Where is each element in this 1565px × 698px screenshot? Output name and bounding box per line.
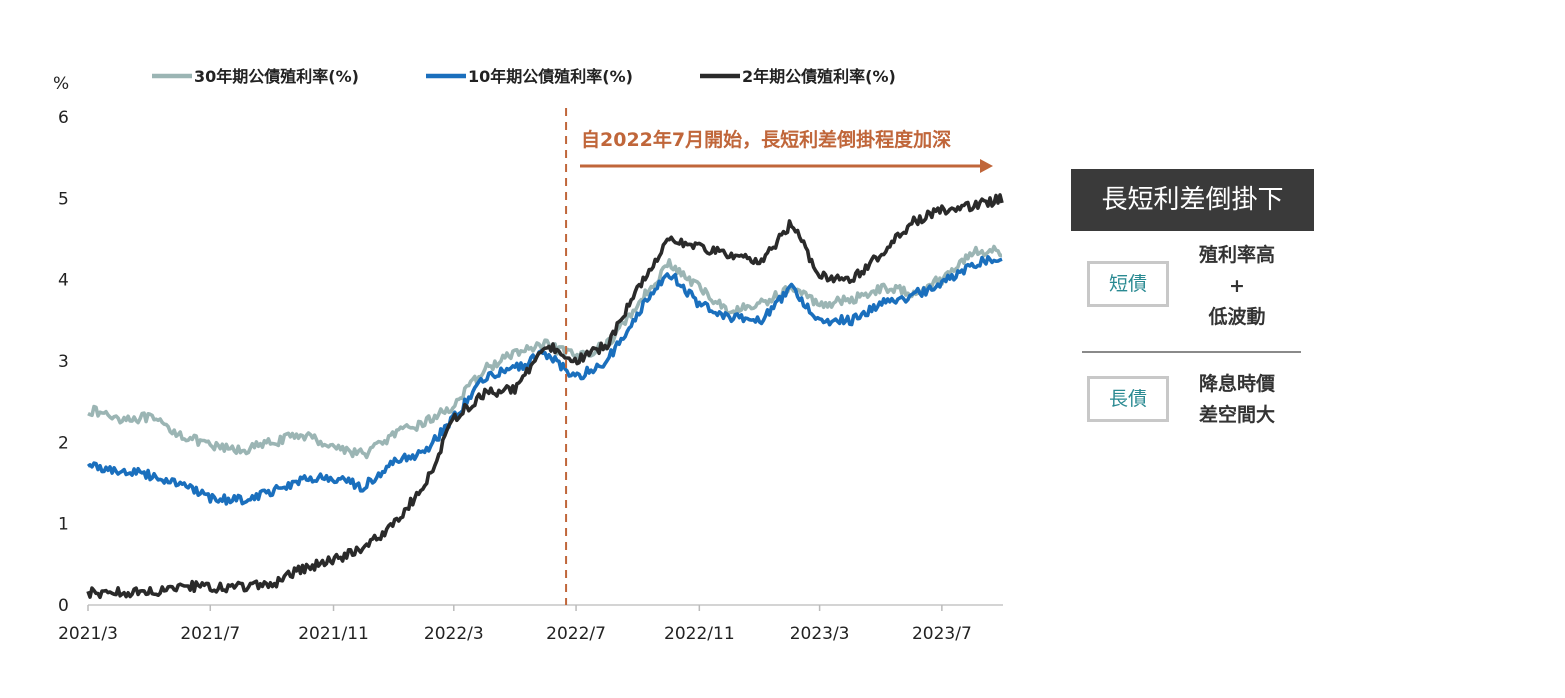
chart-legend: 30年期公債殖利率(%) 10年期公債殖利率(%) 2年期公債殖利率(%) — [152, 67, 896, 86]
y-axis-ticks: 0 1 2 3 4 5 6 — [58, 108, 69, 616]
long-bond-line-2: 差空間大 — [1198, 404, 1275, 426]
series-line — [87, 244, 1003, 460]
y-tick-label: 3 — [58, 352, 69, 372]
y-tick-label: 6 — [58, 108, 69, 128]
short-bond-line-2: + — [1229, 275, 1245, 297]
x-tick-label: 2021/11 — [298, 624, 369, 644]
short-bond-line-3: 低波動 — [1208, 306, 1266, 328]
long-bond-line-1: 降息時價 — [1198, 373, 1275, 395]
legend-label: 30年期公債殖利率(%) — [194, 67, 359, 86]
short-bond-description: 殖利率高 + 低波動 — [1176, 240, 1298, 333]
y-tick-label: 4 — [58, 271, 69, 291]
x-axis: 2021/3 2021/7 2021/11 2022/3 2022/7 2022/11 20… — [58, 604, 1003, 644]
short-bond-line-1: 殖利率高 — [1198, 244, 1275, 266]
annotation-arrow-head — [980, 159, 993, 173]
x-tick-label: 2023/3 — [790, 624, 850, 644]
long-bond-label: 長債 — [1087, 376, 1169, 422]
y-tick-label: 5 — [58, 189, 69, 209]
legend-label: 2年期公債殖利率(%) — [742, 67, 896, 86]
x-tick-label: 2023/7 — [912, 624, 972, 644]
short-bond-label: 短債 — [1087, 261, 1169, 307]
x-tick-label: 2022/11 — [664, 624, 735, 644]
side-panel-title: 長短利差倒掛下 — [1071, 169, 1314, 231]
x-tick-label: 2021/7 — [180, 624, 240, 644]
legend-label: 10年期公債殖利率(%) — [468, 67, 633, 86]
chart-series — [86, 193, 1004, 600]
x-tick-label: 2022/7 — [546, 624, 606, 644]
side-panel-divider — [1082, 351, 1301, 353]
series-line — [86, 255, 1003, 506]
inversion-annotation: 自2022年7月開始，長短利差倒掛程度加深 — [565, 108, 993, 605]
y-axis-unit: % — [53, 74, 69, 94]
long-bond-description: 降息時價 差空間大 — [1176, 369, 1298, 431]
x-tick-label: 2021/3 — [58, 624, 118, 644]
annotation-text: 自2022年7月開始，長短利差倒掛程度加深 — [581, 128, 951, 151]
y-tick-label: 2 — [58, 433, 69, 453]
y-tick-label: 0 — [58, 596, 69, 616]
y-tick-label: 1 — [58, 515, 69, 535]
x-tick-label: 2022/3 — [424, 624, 484, 644]
series-line — [86, 193, 1004, 600]
